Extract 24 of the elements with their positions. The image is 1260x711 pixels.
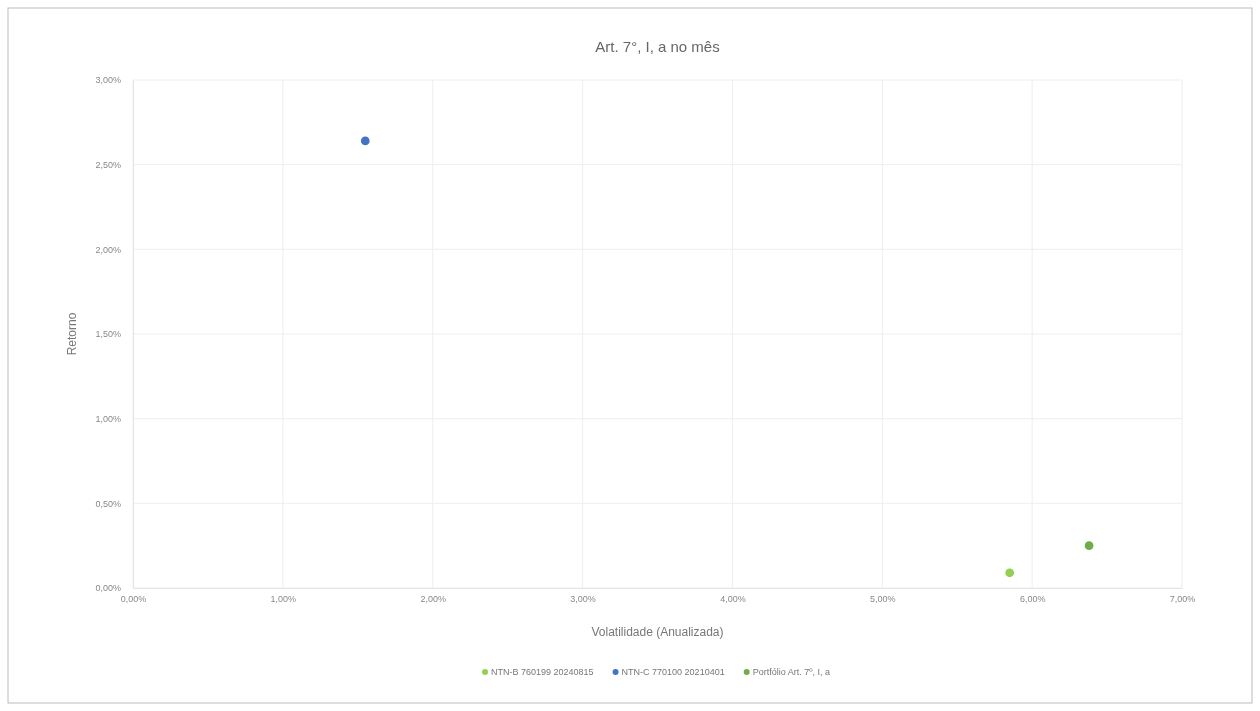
y-tick-label: 2,00% [95, 244, 121, 255]
x-tick-label: 3,00% [570, 594, 596, 605]
x-tick-label: 1,00% [270, 594, 297, 605]
x-tick-label: 6,00% [1019, 594, 1046, 605]
y-tick-label: 2,50% [95, 160, 121, 171]
y-tick-label: 3,00% [95, 75, 121, 86]
legend-label: Portfólio Art. 7º, I, a [752, 667, 830, 677]
x-tick-label: 4,00% [720, 594, 746, 605]
x-tick-label: 5,00% [870, 594, 896, 605]
legend-label: NTN-C 770100 20210401 [621, 667, 725, 677]
point [1084, 541, 1094, 551]
y-tick-label: 1,00% [95, 414, 121, 425]
legend-label: NTN-B 760199 20240815 [491, 667, 594, 677]
point [360, 136, 370, 146]
x-tick-label: 0,00% [120, 594, 147, 605]
x-tick-label: 2,00% [420, 594, 446, 605]
y-tick-label: 0,50% [95, 498, 121, 509]
y-axis-title: Retorno [65, 312, 79, 356]
chart-title: Art. 7°, I, a no mês [595, 38, 720, 55]
point [1005, 568, 1015, 578]
y-tick-label: 1,50% [95, 329, 121, 340]
x-tick-label: 7,00% [1169, 594, 1196, 605]
y-tick-label: 0,00% [95, 583, 121, 594]
x-axis-title: Volatilidade (Anualizada) [591, 625, 724, 639]
